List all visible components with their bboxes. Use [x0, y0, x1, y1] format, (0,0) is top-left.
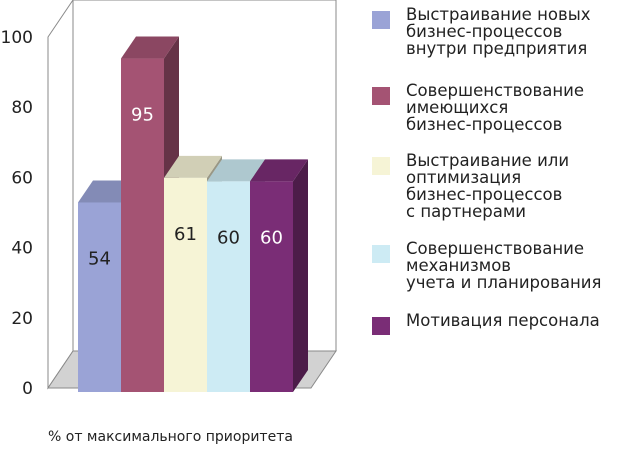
- legend-swatch: [372, 317, 390, 335]
- y-tick-label: 100: [1, 28, 33, 48]
- legend-label: Совершенствование имеющихся бизнес-проце…: [406, 81, 585, 134]
- legend-swatch: [372, 11, 390, 29]
- y-tick-label: 20: [11, 309, 33, 329]
- legend-swatch: [372, 245, 390, 263]
- data-label: 95: [131, 105, 154, 126]
- data-label: 60: [260, 227, 283, 248]
- x-axis-label: % от максимального приоритета: [48, 429, 293, 445]
- y-tick-label: 60: [11, 168, 33, 188]
- y-axis-ticks: 0 20 40 60 80 100: [1, 28, 33, 399]
- bar-top: [164, 155, 222, 178]
- bar-front: [164, 177, 207, 392]
- legend-swatch: [372, 157, 390, 175]
- legend-label: Выстраивание или оптимизация бизнес-проц…: [406, 151, 570, 221]
- y-tick-label: 40: [11, 239, 33, 259]
- left-wall: [47, 0, 74, 390]
- legend-label: Совершенствование механизмов учета и пла…: [406, 239, 602, 292]
- bars: [78, 36, 308, 393]
- data-label: 60: [217, 227, 240, 248]
- bar-front: [78, 202, 121, 392]
- bar: [250, 159, 308, 392]
- y-tick-label: 80: [11, 98, 33, 118]
- legend-swatch: [372, 87, 390, 105]
- bar-front: [250, 181, 293, 392]
- data-label: 54: [88, 248, 111, 269]
- y-tick-label: 0: [22, 379, 33, 399]
- bar-top: [121, 36, 179, 59]
- bar-top: [250, 159, 308, 182]
- bar-front: [207, 181, 250, 392]
- bar-side: [293, 159, 308, 392]
- legend-label: Выстраивание новых бизнес-процессов внут…: [406, 5, 591, 58]
- data-labels: 54 95 61 60 60: [88, 105, 283, 270]
- legend-label: Мотивация персонала: [406, 311, 600, 330]
- bar-top: [207, 159, 265, 182]
- data-label: 61: [174, 224, 197, 245]
- bar-front: [121, 58, 164, 393]
